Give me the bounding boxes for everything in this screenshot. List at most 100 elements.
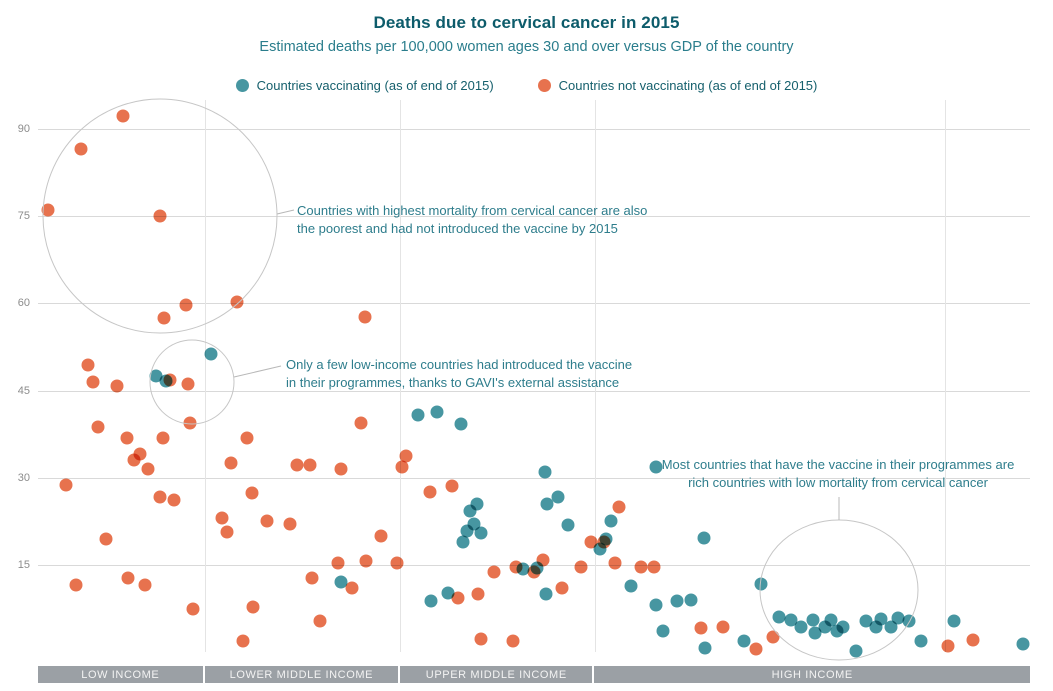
scatter-point	[127, 453, 141, 467]
scatter-point	[390, 556, 404, 570]
scatter-point	[530, 561, 544, 575]
scatter-point	[331, 556, 345, 570]
scatter-point	[120, 431, 134, 445]
scatter-point	[593, 542, 607, 556]
scatter-point	[167, 493, 181, 507]
scatter-point	[86, 375, 100, 389]
income-band-gridline	[400, 100, 402, 652]
teal-dot-icon	[235, 79, 249, 92]
scatter-point	[604, 514, 618, 528]
scatter-point	[474, 632, 488, 646]
scatter-point	[59, 478, 73, 492]
scatter-point	[245, 486, 259, 500]
scatter-point	[454, 417, 468, 431]
scatter-point	[157, 311, 171, 325]
scatter-point	[487, 565, 501, 579]
income-band-bar: LOW INCOME LOWER MIDDLE INCOME UPPER MIDDL…	[38, 666, 1030, 683]
scatter-point	[423, 485, 437, 499]
scatter-point	[716, 620, 730, 634]
y-axis-tick-label: 60	[17, 297, 30, 310]
scatter-point	[538, 465, 552, 479]
scatter-point	[260, 514, 274, 528]
scatter-point	[772, 610, 786, 624]
scatter-point	[236, 634, 250, 648]
scatter-point	[966, 633, 980, 647]
annotation-line: in their programmes, thanks to GAVI's ex…	[286, 375, 620, 391]
y-axis-tick-label: 15	[17, 558, 30, 571]
scatter-point	[551, 490, 565, 504]
scatter-point	[424, 594, 438, 608]
scatter-point	[445, 479, 459, 493]
scatter-point	[153, 490, 167, 504]
income-band-label: LOW INCOME	[38, 666, 205, 683]
y-gridline	[38, 477, 1030, 479]
annotation-line: Countries with highest mortality from ce…	[297, 203, 648, 218]
scatter-point	[141, 462, 155, 476]
scatter-point	[305, 571, 319, 585]
y-gridline	[38, 303, 1030, 305]
scatter-point	[914, 634, 928, 648]
scatter-point	[354, 416, 368, 430]
scatter-point	[240, 431, 254, 445]
scatter-point	[647, 560, 661, 574]
scatter-point	[649, 460, 663, 474]
y-gridline	[38, 216, 1030, 218]
scatter-point	[303, 458, 317, 472]
y-axis-tick-label: 75	[17, 210, 30, 223]
scatter-point	[359, 554, 373, 568]
annotation-line: Only a few low-income countries had intr…	[286, 357, 633, 372]
scatter-point	[584, 535, 598, 549]
scatter-point	[561, 518, 575, 532]
scatter-point	[204, 347, 218, 361]
chart-subtitle: Estimated deaths per 100,000 women ages …	[259, 39, 794, 55]
annotation-line: Most countries that have the vaccine in …	[661, 457, 1015, 472]
scatter-point	[766, 630, 780, 644]
scatter-point	[159, 374, 173, 388]
scatter-point	[246, 600, 260, 614]
scatter-point	[441, 586, 455, 600]
scatter-point	[555, 581, 569, 595]
y-axis-tick-label: 30	[17, 471, 30, 484]
scatter-point	[224, 456, 238, 470]
y-gridline	[38, 390, 1030, 392]
scatter-point	[574, 560, 588, 574]
scatter-point	[470, 497, 484, 511]
scatter-point	[313, 614, 327, 628]
annotation-line: the poorest and had not introduced the v…	[297, 221, 618, 237]
scatter-point	[156, 431, 170, 445]
scatter-point	[116, 109, 130, 123]
scatter-point	[121, 571, 135, 585]
scatter-point	[697, 531, 711, 545]
scatter-point	[599, 532, 613, 546]
scatter-point	[283, 517, 297, 531]
scatter-point	[474, 526, 488, 540]
scatter-point	[754, 577, 768, 591]
scatter-point	[186, 602, 200, 616]
scatter-point	[451, 591, 465, 605]
scatter-point	[41, 203, 55, 217]
income-band-gridline	[944, 100, 946, 652]
scatter-point	[183, 416, 197, 430]
scatter-point	[456, 535, 470, 549]
scatter-point	[179, 298, 193, 312]
scatter-point	[358, 310, 372, 324]
scatter-point	[516, 562, 530, 576]
scatter-point	[539, 587, 553, 601]
scatter-point	[345, 581, 359, 595]
annotation-highest-mortality: Countries with highest mortality from ce…	[297, 202, 677, 239]
scatter-point	[374, 529, 388, 543]
scatter-point	[99, 532, 113, 546]
legend-label-vaccinating: Countries vaccinating (as of end of 2015…	[256, 78, 494, 93]
scatter-point	[836, 620, 849, 634]
scatter-point	[411, 408, 425, 422]
scatter-point	[395, 460, 409, 474]
scatter-point	[634, 560, 648, 574]
scatter-point	[215, 511, 229, 525]
scatter-point	[737, 634, 751, 648]
scatter-point	[334, 575, 348, 589]
annotation-gavi-low-income: Only a few low-income countries had intr…	[286, 356, 656, 393]
y-gridline	[38, 129, 1030, 131]
scatter-point	[230, 295, 244, 309]
scatter-point	[806, 613, 820, 627]
